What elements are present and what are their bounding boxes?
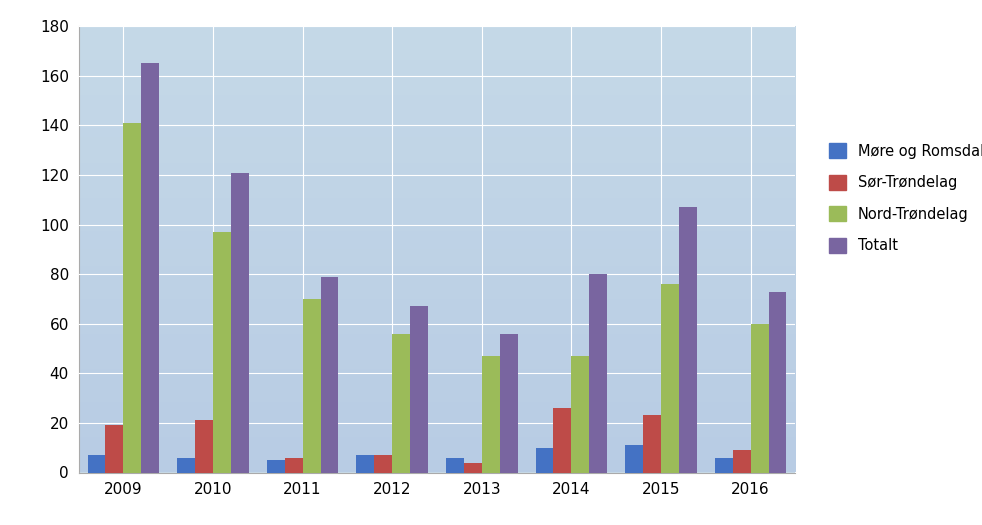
Bar <box>572 356 589 472</box>
Bar <box>643 415 661 472</box>
Bar <box>267 460 285 472</box>
Bar <box>554 408 572 472</box>
Bar <box>715 458 733 472</box>
Bar <box>589 274 607 472</box>
Bar <box>374 455 392 472</box>
Bar <box>769 291 787 472</box>
Bar <box>124 123 141 473</box>
Bar <box>750 324 769 472</box>
Bar <box>464 463 482 472</box>
Bar <box>500 334 518 472</box>
Bar <box>177 458 195 472</box>
Bar <box>535 448 554 472</box>
Bar <box>213 232 231 472</box>
Bar <box>141 64 159 472</box>
Legend: Møre og Romsdal, Sør-Trøndelag, Nord-Trøndelag, Totalt: Møre og Romsdal, Sør-Trøndelag, Nord-Trø… <box>817 132 982 265</box>
Bar <box>626 445 643 472</box>
Bar <box>285 458 302 472</box>
Bar <box>661 284 679 472</box>
Bar <box>410 307 428 472</box>
Bar <box>195 421 213 472</box>
Bar <box>87 455 105 472</box>
Bar <box>231 173 248 472</box>
Bar <box>320 277 339 472</box>
Bar <box>105 425 124 472</box>
Bar <box>679 207 697 472</box>
Bar <box>392 334 410 472</box>
Bar <box>733 450 750 472</box>
Bar <box>302 299 320 472</box>
Bar <box>356 455 374 472</box>
Bar <box>446 458 464 472</box>
Bar <box>482 356 500 472</box>
